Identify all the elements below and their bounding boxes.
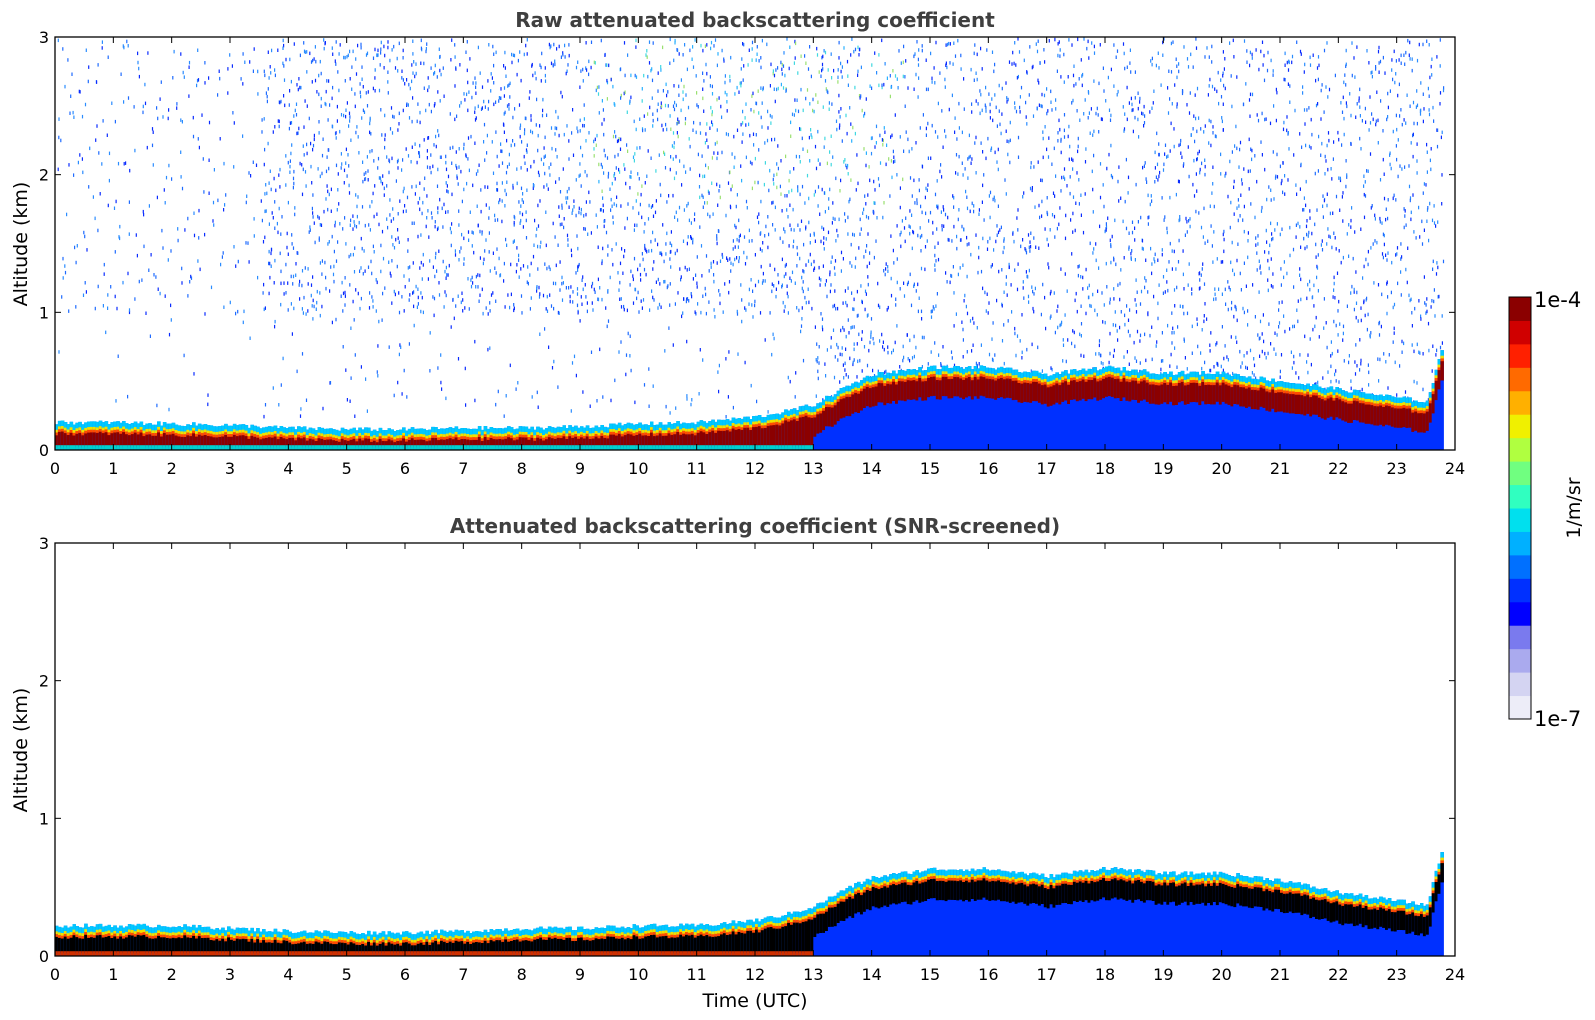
x-tick-label: 21 bbox=[1270, 965, 1290, 984]
colorbar: 1e-4 1e-7 1/m/sr bbox=[1508, 288, 1585, 731]
x-tick-label: 3 bbox=[225, 459, 235, 478]
x-tick-label: 19 bbox=[1153, 965, 1173, 984]
x-tick-label: 13 bbox=[803, 965, 823, 984]
noise-speckle bbox=[57, 37, 1445, 419]
colorbar-step bbox=[1509, 484, 1531, 509]
x-tick-label: 11 bbox=[686, 965, 706, 984]
x-tick-label: 20 bbox=[1211, 459, 1231, 478]
x-tick-label: 2 bbox=[167, 965, 177, 984]
colorbar-step bbox=[1509, 648, 1531, 673]
x-axis-label: Time (UTC) bbox=[701, 990, 807, 1012]
x-tick-label: 19 bbox=[1153, 459, 1173, 478]
colorbar-step bbox=[1509, 390, 1531, 415]
colorbar-step bbox=[1509, 320, 1531, 345]
x-tick-label: 16 bbox=[978, 459, 998, 478]
x-tick-label: 5 bbox=[342, 459, 352, 478]
y-tick-label: 1 bbox=[39, 303, 49, 322]
colorbar-step bbox=[1509, 625, 1531, 650]
x-tick-label: 17 bbox=[1036, 459, 1056, 478]
y-tick-label: 0 bbox=[39, 947, 49, 966]
colorbar-step bbox=[1509, 531, 1531, 556]
x-tick-label: 8 bbox=[517, 459, 527, 478]
x-tick-label: 23 bbox=[1386, 459, 1406, 478]
x-tick-label: 6 bbox=[400, 459, 410, 478]
x-tick-label: 14 bbox=[861, 459, 881, 478]
colorbar-max-label: 1e-4 bbox=[1534, 288, 1581, 312]
x-tick-label: 1 bbox=[108, 965, 118, 984]
colorbar-step bbox=[1509, 508, 1531, 532]
x-tick-label: 20 bbox=[1211, 965, 1231, 984]
aerosol-layer bbox=[55, 852, 1444, 956]
x-tick-label: 0 bbox=[50, 459, 60, 478]
x-tick-label: 4 bbox=[283, 459, 293, 478]
colorbar-step bbox=[1509, 367, 1531, 392]
x-tick-label: 22 bbox=[1328, 965, 1348, 984]
x-tick-label: 24 bbox=[1445, 459, 1465, 478]
y-tick-label: 1 bbox=[39, 809, 49, 828]
y-tick-label: 2 bbox=[39, 672, 49, 691]
x-tick-label: 10 bbox=[628, 965, 648, 984]
colorbar-step bbox=[1509, 343, 1531, 368]
x-tick-label: 1 bbox=[108, 459, 118, 478]
x-tick-label: 5 bbox=[342, 965, 352, 984]
x-tick-label: 12 bbox=[745, 965, 765, 984]
y-tick-label: 2 bbox=[39, 166, 49, 185]
x-tick-label: 23 bbox=[1386, 965, 1406, 984]
colorbar-step bbox=[1509, 437, 1531, 462]
colorbar-step bbox=[1509, 695, 1531, 720]
x-tick-label: 21 bbox=[1270, 459, 1290, 478]
x-tick-label: 8 bbox=[517, 965, 527, 984]
colorbar-step bbox=[1509, 297, 1531, 321]
x-tick-label: 15 bbox=[920, 965, 940, 984]
top-y-axis-label: Altitude (km) bbox=[10, 182, 32, 307]
x-tick-label: 10 bbox=[628, 459, 648, 478]
colorbar-step bbox=[1509, 414, 1531, 439]
y-tick-label: 0 bbox=[39, 441, 49, 460]
colorbar-step bbox=[1509, 554, 1531, 579]
bottom-y-axis-label: Altitude (km) bbox=[10, 688, 32, 813]
x-tick-label: 2 bbox=[167, 459, 177, 478]
top-x-axis: 0 1 2 3 4 5 6 7 8 9 10 11 12 13 14 15 16 17 18 19 20 21 22 23 24 bbox=[50, 37, 1465, 478]
top-chart-title: Raw attenuated backscattering coefficien… bbox=[515, 8, 995, 32]
x-tick-label: 13 bbox=[803, 459, 823, 478]
y-tick-label: 3 bbox=[39, 534, 49, 553]
colorbar-scale bbox=[1509, 297, 1531, 720]
x-tick-label: 0 bbox=[50, 965, 60, 984]
x-tick-label: 9 bbox=[575, 965, 585, 984]
x-tick-label: 9 bbox=[575, 459, 585, 478]
x-tick-label: 3 bbox=[225, 965, 235, 984]
colorbar-unit-label: 1/m/sr bbox=[1563, 477, 1585, 538]
colorbar-step bbox=[1509, 461, 1531, 486]
colorbar-frame bbox=[1508, 296, 1532, 720]
x-tick-label: 16 bbox=[978, 965, 998, 984]
raw-backscatter-panel: Raw attenuated backscattering coefficien… bbox=[10, 8, 1465, 478]
x-tick-label: 24 bbox=[1445, 965, 1465, 984]
x-tick-label: 11 bbox=[686, 459, 706, 478]
top-y-axis: 0 1 2 3 bbox=[39, 28, 1455, 460]
aerosol-layer bbox=[55, 350, 1444, 450]
raw-backscatter-heatmap bbox=[55, 37, 1445, 450]
bottom-chart-title: Attenuated backscattering coefficient (S… bbox=[450, 514, 1060, 538]
x-tick-label: 22 bbox=[1328, 459, 1348, 478]
x-tick-label: 17 bbox=[1036, 965, 1056, 984]
x-tick-label: 7 bbox=[458, 965, 468, 984]
bottom-y-axis: 0 1 2 3 bbox=[39, 534, 1455, 966]
x-tick-label: 7 bbox=[458, 459, 468, 478]
x-tick-label: 6 bbox=[400, 965, 410, 984]
screened-backscatter-heatmap bbox=[55, 852, 1444, 956]
x-tick-label: 18 bbox=[1095, 459, 1115, 478]
colorbar-step bbox=[1509, 578, 1531, 603]
screened-backscatter-panel: Attenuated backscattering coefficient (S… bbox=[10, 514, 1465, 1012]
y-tick-label: 3 bbox=[39, 28, 49, 47]
x-tick-label: 14 bbox=[861, 965, 881, 984]
colorbar-min-label: 1e-7 bbox=[1534, 707, 1581, 731]
x-tick-label: 15 bbox=[920, 459, 940, 478]
bottom-x-axis: 0 1 2 3 4 5 6 7 8 9 10 11 12 13 14 15 16 17 18 19 20 21 22 23 24 bbox=[50, 543, 1465, 984]
x-tick-label: 12 bbox=[745, 459, 765, 478]
colorbar-step bbox=[1509, 601, 1531, 626]
x-tick-label: 18 bbox=[1095, 965, 1115, 984]
colorbar-step bbox=[1509, 672, 1531, 697]
x-tick-label: 4 bbox=[283, 965, 293, 984]
